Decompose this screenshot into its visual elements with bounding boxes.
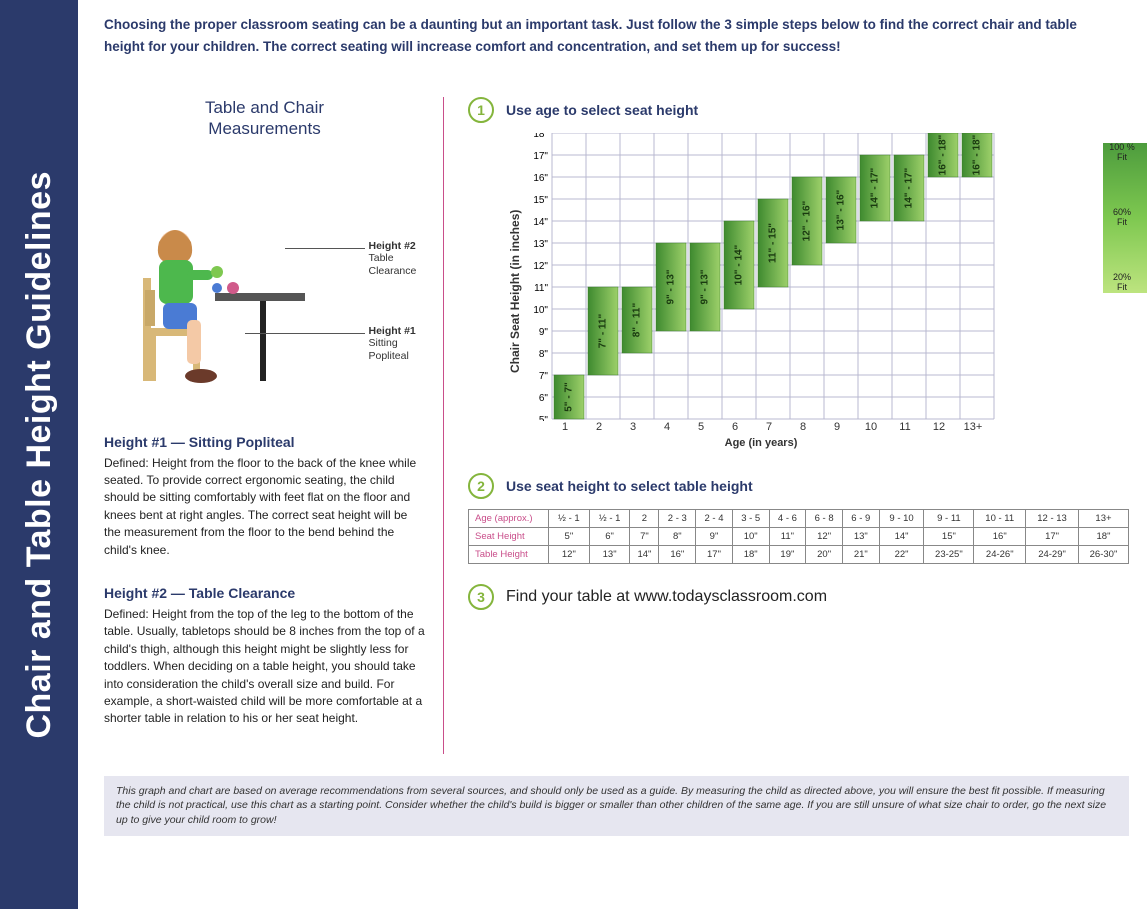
height-table-wrap: Age (approx.)½ - 1½ - 122 - 32 - 43 - 54… [468,509,1129,564]
callout-1: Height #1 Sitting Popliteal [369,325,425,363]
svg-text:11" - 15": 11" - 15" [768,223,779,263]
callout2-text: Table Clearance [369,252,417,277]
definition-2: Height #2 — Table Clearance Defined: Hei… [104,585,425,728]
svg-text:17": 17" [533,151,548,162]
svg-text:9" - 13": 9" - 13" [666,269,677,304]
def1-title: Height #1 — Sitting Popliteal [104,434,425,450]
meas-title-l1: Table and Chair [205,98,324,117]
svg-text:14" - 17": 14" - 17" [870,168,881,209]
columns: Table and Chair Measurements [104,97,1129,754]
svg-text:16" - 18": 16" - 18" [972,135,983,176]
step3-number: 3 [468,584,494,610]
step1-text: Use age to select seat height [506,102,698,118]
svg-text:9": 9" [539,327,549,338]
chart-legend: 100 %Fit60%Fit20%Fit [1103,143,1147,293]
step-2: 2 Use seat height to select table height [468,473,1129,499]
intro-text: Choosing the proper classroom seating ca… [104,14,1129,57]
footnote: This graph and chart are based on averag… [104,776,1129,836]
chart-grid: 5" 6" 7" 8" 9" 10" 11" 12" 13" 14" 15" 16" 17" 18" 5" … [526,133,996,421]
height-table: Age (approx.)½ - 1½ - 122 - 32 - 43 - 54… [468,509,1129,564]
chart-x-label: Age (in years) [526,437,996,449]
svg-text:11": 11" [534,283,548,294]
svg-text:6": 6" [539,393,549,404]
svg-text:16" - 18": 16" - 18" [938,135,949,176]
svg-text:14" - 17": 14" - 17" [904,168,915,209]
meas-title-l2: Measurements [208,119,320,138]
seat-height-chart: Chair Seat Height (in inches) 5" 6" 7" 8" 9"… [508,133,1129,449]
callout-line-1 [245,333,365,334]
svg-text:12" - 16": 12" - 16" [802,201,813,242]
svg-text:7" - 11": 7" - 11" [598,314,609,349]
def2-title: Height #2 — Table Clearance [104,585,425,601]
svg-text:7": 7" [539,371,549,382]
step1-number: 1 [468,97,494,123]
svg-text:9" - 13": 9" - 13" [700,269,711,304]
sidebar: Chair and Table Height Guidelines [0,0,78,909]
callout1-label: Height #1 [369,325,425,338]
chart-x-ticks: 12345678910111213+ [548,421,996,433]
svg-text:8" - 11": 8" - 11" [632,303,643,338]
step-3: 3 Find your table at www.todaysclassroom… [468,584,1129,610]
svg-text:8": 8" [539,349,549,360]
chart-y-label: Chair Seat Height (in inches) [508,133,522,449]
svg-text:10" - 14": 10" - 14" [734,245,745,286]
step2-text: Use seat height to select table height [506,478,753,494]
page: Chair and Table Height Guidelines Choosi… [0,0,1147,909]
child-chair-diagram: Height #2 Table Clearance Height #1 Sitt… [105,148,425,398]
svg-text:13": 13" [533,239,548,250]
svg-text:12": 12" [533,261,548,272]
definition-1: Height #1 — Sitting Popliteal Defined: H… [104,434,425,559]
callout-2: Height #2 Table Clearance [369,240,425,278]
child-chair-icon [105,198,305,398]
callout-line-2 [285,248,365,249]
step2-number: 2 [468,473,494,499]
svg-text:13" - 16": 13" - 16" [836,190,847,231]
svg-text:18": 18" [533,133,548,140]
step3-text: Find your table at www.todaysclassroom.c… [506,588,827,606]
page-title-vertical: Chair and Table Height Guidelines [20,171,59,739]
step-1: 1 Use age to select seat height [468,97,1129,123]
right-column: 1 Use age to select seat height Chair Se… [458,97,1129,754]
callout1-text: Sitting Popliteal [369,337,409,362]
def1-text: Defined: Height from the floor to the ba… [104,455,425,559]
svg-text:5": 5" [539,415,549,421]
measurements-title: Table and Chair Measurements [104,97,425,140]
content: Choosing the proper classroom seating ca… [78,0,1147,909]
left-column: Table and Chair Measurements [104,97,444,754]
svg-text:16": 16" [533,173,548,184]
svg-text:14": 14" [533,217,548,228]
svg-text:15": 15" [533,195,548,206]
svg-text:5" - 7": 5" - 7" [564,382,575,412]
svg-text:10": 10" [533,305,548,316]
def2-text: Defined: Height from the top of the leg … [104,606,425,728]
callout2-label: Height #2 [369,240,425,253]
